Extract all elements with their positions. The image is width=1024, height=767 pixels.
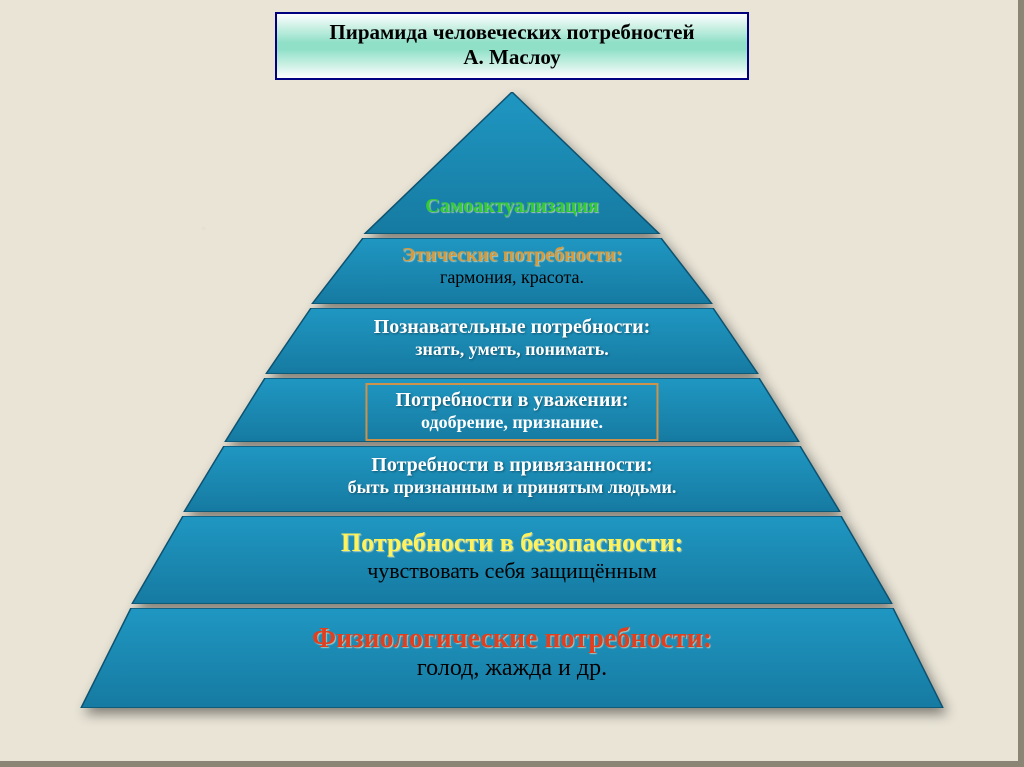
layer-sub-cognitive: знать, уметь, понимать. [162, 339, 862, 360]
maslow-pyramid: Самоактуализация Этические потребности:га… [102, 92, 922, 752]
layer-label-ethical: Этические потребности:гармония, красота. [162, 244, 862, 288]
layer-label-safety: Потребности в безопасности:чувствовать с… [162, 528, 862, 583]
layer-heading-physiological: Физиологические потребности: [162, 623, 862, 655]
layer-sub-safety: чувствовать себя защищённым [162, 558, 862, 583]
layer-label-apex: Самоактуализация [162, 195, 862, 218]
title-line2: А. Маслоу [287, 45, 737, 70]
title-line1: Пирамида человеческих потребностей [287, 20, 737, 45]
layer-sub-physiological: голод, жажда и др. [162, 655, 862, 683]
layer-heading-esteem: Потребности в уважении: [395, 389, 628, 412]
layer-label-cognitive: Познавательные потребности:знать, уметь,… [162, 316, 862, 360]
layer-heading-belonging: Потребности в привязанности: [162, 454, 862, 477]
esteem-inset-box: Потребности в уважении:одобрение, призна… [365, 383, 658, 441]
layer-label-physiological: Физиологические потребности:голод, жажда… [162, 623, 862, 683]
layer-sub-ethical: гармония, красота. [162, 267, 862, 288]
layer-heading-cognitive: Познавательные потребности: [162, 316, 862, 339]
layer-heading-safety: Потребности в безопасности: [162, 528, 862, 558]
layer-heading-ethical: Этические потребности: [162, 244, 862, 267]
layer-heading-apex: Самоактуализация [162, 195, 862, 218]
layer-label-belonging: Потребности в привязанности:быть признан… [162, 454, 862, 498]
layer-sub-belonging: быть признанным и принятым людьми. [162, 477, 862, 498]
title-box: Пирамида человеческих потребностей А. Ма… [275, 12, 749, 80]
layer-sub-esteem: одобрение, признание. [395, 412, 628, 433]
